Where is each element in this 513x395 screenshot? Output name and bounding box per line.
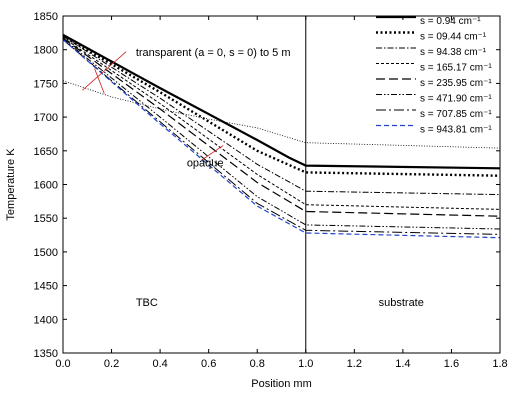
series-line-8 xyxy=(62,39,501,239)
series-line-7 xyxy=(62,39,501,235)
x-tick-label: 1.0 xyxy=(298,358,313,370)
annotation-3: TBC xyxy=(136,297,158,309)
y-tick-label: 1500 xyxy=(34,247,58,259)
y-tick-label: 1600 xyxy=(34,180,58,192)
series-line-5 xyxy=(62,37,501,217)
legend-label-3: s = 94.38 cm⁻¹ xyxy=(420,47,487,58)
legend-label-8: s = 943.81 cm⁻¹ xyxy=(420,125,492,136)
annotation-1: transparent (a = 0, s = 0) to 5 m xyxy=(136,47,291,59)
series-line-1 xyxy=(62,33,501,170)
y-tick-label: 1400 xyxy=(34,314,58,326)
annotation-2: opaque xyxy=(187,157,224,169)
x-tick-label: 1.2 xyxy=(347,358,362,370)
x-tick-label: 0.4 xyxy=(152,358,167,370)
y-axis-title: Temperature K xyxy=(5,148,17,221)
legend-label-1: s = 0.94 cm⁻¹ xyxy=(420,16,481,27)
x-tick-label: 0.0 xyxy=(55,358,70,370)
series-line-2 xyxy=(62,35,501,177)
legend-label-2: s = 09.44 cm⁻¹ xyxy=(420,32,487,43)
legend-label-5: s = 235.95 cm⁻¹ xyxy=(420,78,492,89)
y-tick-label: 1750 xyxy=(34,78,58,90)
legend-label-6: s = 471.90 cm⁻¹ xyxy=(420,94,492,105)
x-axis-title: Position mm xyxy=(251,378,312,390)
series-line-3 xyxy=(62,35,501,196)
annotation-4: substrate xyxy=(379,297,424,309)
x-tick-label: 0.6 xyxy=(201,358,216,370)
opaque-leader-line xyxy=(201,145,224,161)
x-tick-label: 1.4 xyxy=(395,358,410,370)
series-line-9 xyxy=(62,80,501,149)
legend-label-7: s = 707.85 cm⁻¹ xyxy=(420,109,492,120)
y-tick-label: 1800 xyxy=(34,45,58,57)
transparent-leader-line xyxy=(94,68,105,94)
x-tick-label: 1.8 xyxy=(492,358,507,370)
x-tick-label: 1.6 xyxy=(444,358,459,370)
legend-label-4: s = 165.17 cm⁻¹ xyxy=(420,63,492,74)
x-tick-label: 0.2 xyxy=(104,358,119,370)
y-tick-label: 1550 xyxy=(34,213,58,225)
y-tick-label: 1650 xyxy=(34,146,58,158)
y-tick-label: 1350 xyxy=(34,348,58,360)
series-line-6 xyxy=(62,38,501,230)
y-tick-label: 1700 xyxy=(34,112,58,124)
transparent-leader-line-2 xyxy=(82,51,127,91)
y-tick-label: 1850 xyxy=(34,11,58,23)
x-tick-label: 0.8 xyxy=(250,358,265,370)
series-line-4 xyxy=(62,37,501,210)
y-tick-label: 1450 xyxy=(34,281,58,293)
